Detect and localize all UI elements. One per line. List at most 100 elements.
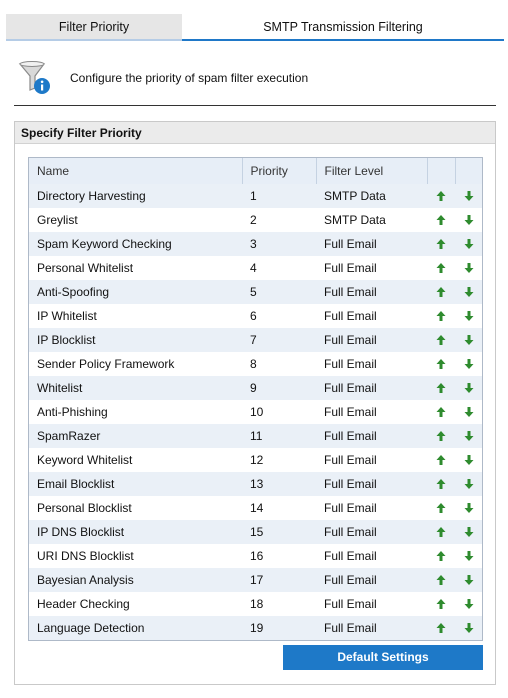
filter-priority: 19 xyxy=(242,616,316,640)
table-row[interactable]: Header Checking 18 Full Email xyxy=(29,592,482,616)
filter-level: Full Email xyxy=(316,280,427,304)
filter-level: Full Email xyxy=(316,232,427,256)
filter-priority: 5 xyxy=(242,280,316,304)
arrow-down-icon[interactable] xyxy=(462,429,476,443)
move-down-cell xyxy=(455,400,482,424)
table-row[interactable]: Anti-Spoofing 5 Full Email xyxy=(29,280,482,304)
filter-name: IP DNS Blocklist xyxy=(29,520,242,544)
move-down-cell xyxy=(455,328,482,352)
arrow-down-icon[interactable] xyxy=(462,213,476,227)
move-up-cell xyxy=(427,376,455,400)
table-row[interactable]: Email Blocklist 13 Full Email xyxy=(29,472,482,496)
arrow-down-icon[interactable] xyxy=(462,237,476,251)
filter-name: IP Whitelist xyxy=(29,304,242,328)
table-row[interactable]: Bayesian Analysis 17 Full Email xyxy=(29,568,482,592)
arrow-up-icon[interactable] xyxy=(434,261,448,275)
header-description: Configure the priority of spam filter ex… xyxy=(70,71,309,85)
arrow-up-icon[interactable] xyxy=(434,309,448,323)
arrow-up-icon[interactable] xyxy=(434,357,448,371)
tab-smtp-transmission-filtering[interactable]: SMTP Transmission Filtering xyxy=(182,14,504,41)
table-row[interactable]: Directory Harvesting 1 SMTP Data xyxy=(29,184,482,208)
filter-level: Full Email xyxy=(316,568,427,592)
filter-name: Anti-Phishing xyxy=(29,400,242,424)
arrow-down-icon[interactable] xyxy=(462,381,476,395)
arrow-up-icon[interactable] xyxy=(434,189,448,203)
move-down-cell xyxy=(455,232,482,256)
move-up-cell xyxy=(427,280,455,304)
arrow-up-icon[interactable] xyxy=(434,381,448,395)
table-row[interactable]: IP Whitelist 6 Full Email xyxy=(29,304,482,328)
filter-name: Bayesian Analysis xyxy=(29,568,242,592)
table-row[interactable]: Whitelist 9 Full Email xyxy=(29,376,482,400)
column-header-name[interactable]: Name xyxy=(29,158,243,184)
arrow-up-icon[interactable] xyxy=(434,573,448,587)
arrow-down-icon[interactable] xyxy=(462,621,476,635)
move-down-cell xyxy=(455,208,482,232)
move-up-cell xyxy=(427,232,455,256)
arrow-down-icon[interactable] xyxy=(462,189,476,203)
move-up-cell xyxy=(427,472,455,496)
arrow-up-icon[interactable] xyxy=(434,501,448,515)
arrow-down-icon[interactable] xyxy=(462,597,476,611)
arrow-up-icon[interactable] xyxy=(434,549,448,563)
arrow-up-icon[interactable] xyxy=(434,213,448,227)
column-header-filter-level[interactable]: Filter Level xyxy=(316,158,428,184)
table-row[interactable]: IP DNS Blocklist 15 Full Email xyxy=(29,520,482,544)
arrow-up-icon[interactable] xyxy=(434,429,448,443)
filter-priority: 17 xyxy=(242,568,316,592)
table-row[interactable]: Language Detection 19 Full Email xyxy=(29,616,482,640)
table-row[interactable]: Greylist 2 SMTP Data xyxy=(29,208,482,232)
arrow-up-icon[interactable] xyxy=(434,285,448,299)
arrow-up-icon[interactable] xyxy=(434,237,448,251)
filter-level: Full Email xyxy=(316,592,427,616)
arrow-down-icon[interactable] xyxy=(462,309,476,323)
filter-priority: 7 xyxy=(242,328,316,352)
arrow-down-icon[interactable] xyxy=(462,333,476,347)
table-row[interactable]: Sender Policy Framework 8 Full Email xyxy=(29,352,482,376)
arrow-up-icon[interactable] xyxy=(434,477,448,491)
arrow-up-icon[interactable] xyxy=(434,453,448,467)
table-row[interactable]: SpamRazer 11 Full Email xyxy=(29,424,482,448)
move-down-cell xyxy=(455,544,482,568)
tab-filter-priority[interactable]: Filter Priority xyxy=(6,14,182,41)
table-row[interactable]: Anti-Phishing 10 Full Email xyxy=(29,400,482,424)
filter-name: Greylist xyxy=(29,208,242,232)
move-up-cell xyxy=(427,256,455,280)
arrow-down-icon[interactable] xyxy=(462,285,476,299)
arrow-down-icon[interactable] xyxy=(462,573,476,587)
arrow-up-icon[interactable] xyxy=(434,333,448,347)
table-row[interactable]: URI DNS Blocklist 16 Full Email xyxy=(29,544,482,568)
arrow-down-icon[interactable] xyxy=(462,261,476,275)
move-down-cell xyxy=(455,304,482,328)
arrow-down-icon[interactable] xyxy=(462,501,476,515)
table-row[interactable]: IP Blocklist 7 Full Email xyxy=(29,328,482,352)
table-header-row: Name Priority Filter Level xyxy=(29,158,482,184)
filter-level: Full Email xyxy=(316,376,427,400)
filter-priority: 15 xyxy=(242,520,316,544)
arrow-up-icon[interactable] xyxy=(434,597,448,611)
filter-name: Personal Whitelist xyxy=(29,256,242,280)
move-up-cell xyxy=(427,328,455,352)
table-row[interactable]: Personal Whitelist 4 Full Email xyxy=(29,256,482,280)
arrow-down-icon[interactable] xyxy=(462,405,476,419)
filter-name: Keyword Whitelist xyxy=(29,448,242,472)
arrow-down-icon[interactable] xyxy=(462,477,476,491)
arrow-down-icon[interactable] xyxy=(462,525,476,539)
arrow-down-icon[interactable] xyxy=(462,357,476,371)
filter-level: Full Email xyxy=(316,520,427,544)
column-header-priority[interactable]: Priority xyxy=(242,158,317,184)
move-up-cell xyxy=(427,208,455,232)
filter-name: Personal Blocklist xyxy=(29,496,242,520)
arrow-up-icon[interactable] xyxy=(434,525,448,539)
arrow-down-icon[interactable] xyxy=(462,453,476,467)
table-row[interactable]: Spam Keyword Checking 3 Full Email xyxy=(29,232,482,256)
filter-priority: 18 xyxy=(242,592,316,616)
table-row[interactable]: Personal Blocklist 14 Full Email xyxy=(29,496,482,520)
default-settings-button[interactable]: Default Settings xyxy=(283,645,483,670)
filter-priority: 2 xyxy=(242,208,316,232)
arrow-up-icon[interactable] xyxy=(434,621,448,635)
table-row[interactable]: Keyword Whitelist 12 Full Email xyxy=(29,448,482,472)
move-down-cell xyxy=(455,568,482,592)
arrow-down-icon[interactable] xyxy=(462,549,476,563)
arrow-up-icon[interactable] xyxy=(434,405,448,419)
